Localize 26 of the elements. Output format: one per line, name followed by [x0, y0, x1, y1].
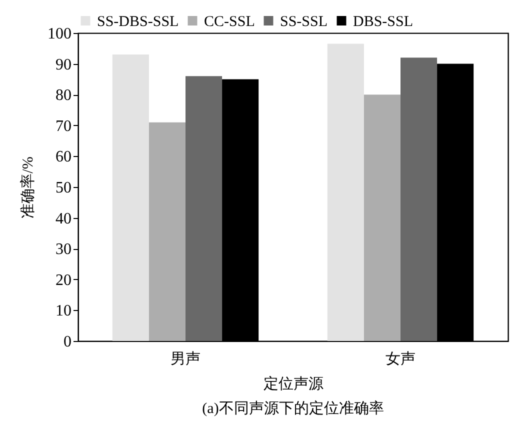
y-tick-label: 90 — [56, 56, 72, 74]
bar — [327, 44, 364, 341]
y-tick-label: 50 — [56, 180, 72, 196]
y-tick-label: 10 — [56, 302, 72, 320]
text: (a)不同声源下的定位准确率 — [202, 400, 384, 417]
y-tick-label: 60 — [56, 148, 72, 166]
x-axis-title: 定位声源 — [264, 376, 324, 392]
y-tick-label: 40 — [56, 210, 72, 228]
y-tick-label: 80 — [56, 87, 72, 104]
bar — [364, 94, 400, 341]
x-tick-label: 男声 — [170, 350, 200, 368]
y-tick-label: 30 — [56, 241, 72, 258]
x-tick-label: 女声 — [386, 350, 416, 368]
bar — [400, 58, 438, 341]
legend-label: SS-DBS-SSL — [97, 14, 179, 30]
y-tick-label: 0 — [64, 334, 72, 350]
y-tick-label: 70 — [56, 118, 72, 135]
bar — [112, 54, 149, 341]
y-tick-label: 100 — [48, 26, 72, 42]
legend-label: CC-SSL — [204, 14, 255, 30]
bar — [186, 76, 222, 341]
y-axis-title: 准确率/% — [20, 156, 36, 218]
legend-label: SS-SSL — [280, 14, 328, 30]
bar — [148, 122, 186, 341]
legend-label: DBS-SSL — [353, 14, 414, 30]
y-tick-label: 20 — [56, 272, 72, 289]
